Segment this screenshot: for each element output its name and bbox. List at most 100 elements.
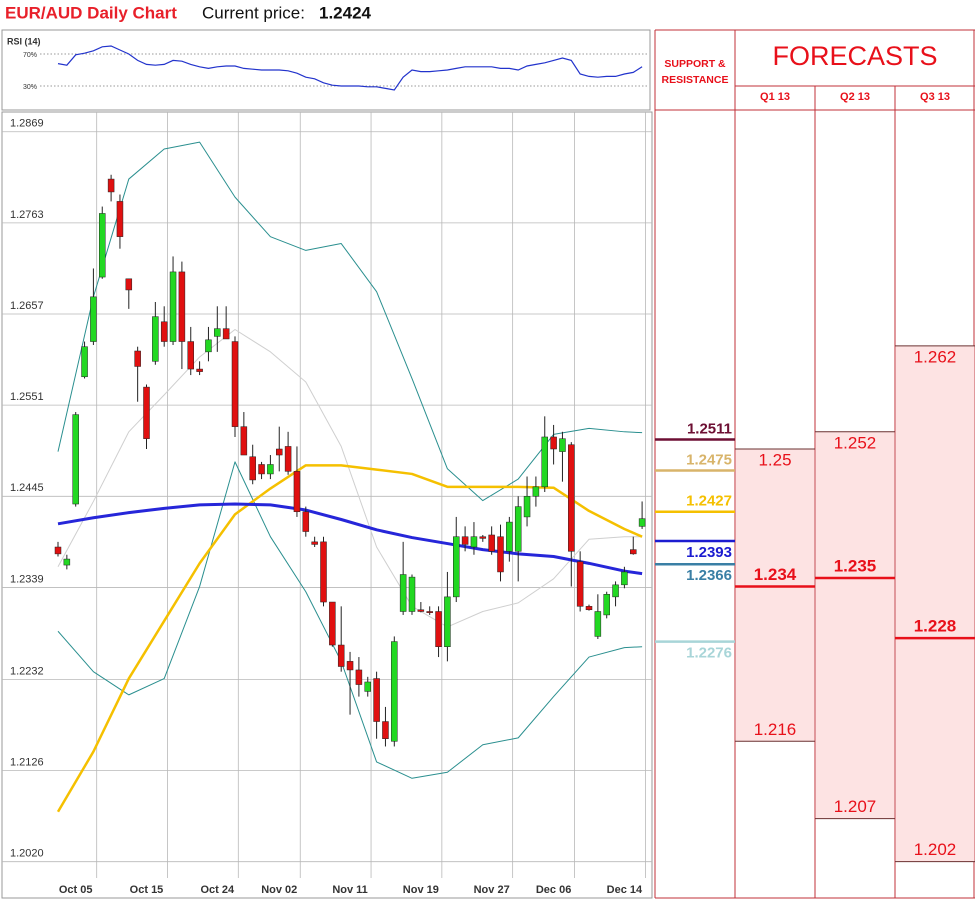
candle-body — [81, 346, 88, 378]
candle-body — [594, 611, 602, 637]
forecast-low-label: 1.202 — [914, 840, 957, 859]
candle-body — [337, 644, 345, 667]
candle-body — [267, 464, 274, 475]
y-tick-label: 1.2763 — [10, 209, 44, 221]
indicator-line — [56, 464, 643, 813]
forecast-high-label: 1.25 — [758, 450, 791, 469]
rsi-line — [57, 45, 643, 91]
indicator-line — [57, 329, 643, 628]
candle-body — [630, 549, 637, 555]
forecast-low-label: 1.207 — [834, 797, 877, 816]
forecast-range — [896, 345, 974, 862]
candle-body — [612, 584, 619, 598]
candle-body — [364, 681, 371, 692]
candle-body — [54, 546, 62, 555]
candle-body — [559, 438, 566, 452]
x-tick-label: Oct 24 — [200, 884, 235, 896]
candle-body — [134, 350, 141, 367]
y-tick-label: 1.2445 — [10, 482, 44, 494]
candle-body — [523, 496, 531, 518]
indicator-line — [57, 461, 643, 779]
candle-body — [408, 576, 416, 612]
indicator-line — [57, 141, 643, 502]
price-label: Current price: — [202, 3, 305, 22]
column-header: Q3 13 — [920, 91, 950, 103]
candle-body — [169, 271, 177, 342]
candle-body — [444, 596, 451, 647]
candle-body — [222, 328, 230, 340]
rsi-frame — [1, 29, 651, 111]
candle-body — [391, 641, 398, 742]
candle-body — [125, 278, 133, 291]
y-tick-label: 1.2232 — [10, 665, 44, 677]
x-tick-label: Oct 15 — [130, 884, 164, 896]
sr-label: 1.2366 — [686, 567, 732, 584]
y-tick-label: 1.2020 — [10, 848, 44, 860]
candle-body — [329, 601, 336, 646]
candle-body — [488, 534, 495, 552]
sr-label: 1.2511 — [687, 421, 732, 438]
candle-body — [214, 328, 221, 337]
candle-body — [116, 201, 124, 237]
candle-body — [160, 321, 168, 342]
candle-body — [107, 178, 115, 193]
x-tick-label: Oct 05 — [59, 884, 93, 896]
candle-body — [72, 414, 79, 505]
indicator-line — [57, 502, 643, 576]
forecast-range — [736, 449, 814, 742]
sr-label: 1.2276 — [686, 645, 732, 662]
candle-body — [196, 368, 203, 372]
forecast-mid-label: 1.235 — [834, 556, 877, 575]
candle-body — [382, 721, 389, 739]
candle-body — [90, 296, 97, 342]
candle-body — [497, 536, 504, 573]
candle-body — [187, 341, 194, 370]
x-tick-label: Nov 19 — [403, 884, 439, 896]
candle-body — [249, 456, 256, 481]
rsi-tick-label: 30% — [23, 84, 37, 91]
forecast-mid-label: 1.234 — [754, 565, 797, 584]
candle-body — [621, 571, 628, 586]
candle-body — [258, 464, 265, 475]
candle-body — [506, 521, 513, 552]
candle-body — [373, 678, 380, 722]
x-tick-label: Dec 06 — [536, 884, 571, 896]
candle-body — [276, 448, 283, 456]
candle-body — [355, 669, 363, 685]
candle-body — [453, 536, 460, 598]
forecast-high-label: 1.262 — [914, 347, 957, 366]
y-tick-label: 1.2126 — [10, 756, 44, 768]
candle-body — [568, 444, 575, 552]
rsi-title: RSI (14) — [7, 36, 41, 46]
candle-body — [479, 536, 487, 539]
column-header: Q2 13 — [840, 91, 870, 103]
sr-label: 1.2475 — [686, 451, 732, 468]
candle-body — [541, 436, 548, 488]
y-tick-label: 1.2657 — [10, 300, 44, 312]
candle-body — [426, 611, 433, 613]
x-tick-label: Nov 11 — [332, 884, 367, 896]
y-tick-label: 1.2339 — [10, 573, 44, 585]
candle-body — [435, 611, 442, 647]
candle-body — [231, 341, 239, 427]
candle-body — [320, 541, 327, 603]
sr-title: RESISTANCE — [662, 74, 729, 86]
candle-body — [293, 471, 301, 513]
sr-label: 1.2393 — [686, 544, 732, 561]
candle-body — [417, 609, 425, 612]
candle-body — [532, 486, 540, 497]
candle-body — [284, 446, 292, 472]
candle-body — [99, 213, 106, 278]
candle-body — [470, 536, 478, 548]
candle-body — [178, 271, 186, 342]
rsi-tick-label: 70% — [23, 52, 37, 59]
x-tick-label: Nov 27 — [474, 884, 510, 896]
candle-body — [63, 558, 71, 566]
y-tick-label: 1.2551 — [10, 391, 44, 403]
x-tick-label: Dec 14 — [607, 884, 643, 896]
candle-body — [346, 661, 354, 671]
forecast-high-label: 1.252 — [834, 433, 877, 452]
candle-body — [143, 386, 150, 439]
candle-body — [576, 561, 584, 607]
